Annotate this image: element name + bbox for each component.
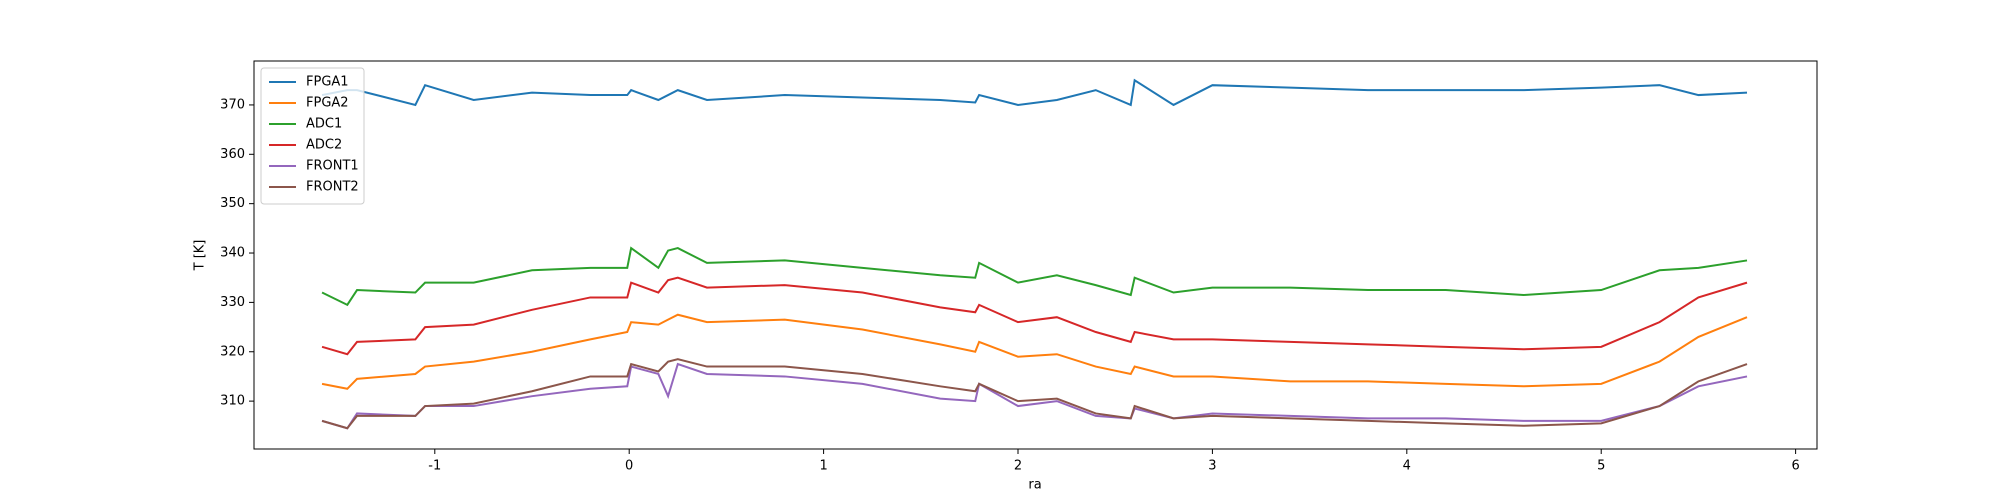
y-tick-label: 330	[220, 295, 245, 310]
x-tick-label: 0	[625, 459, 633, 474]
legend-label: FRONT1	[306, 159, 359, 174]
y-tick-label: 310	[220, 394, 245, 409]
legend-label: ADC1	[306, 117, 342, 132]
x-tick-label: 6	[1791, 459, 1799, 474]
series-line	[321, 78, 1748, 107]
series-line	[321, 276, 1748, 356]
x-tick-label: 1	[819, 459, 827, 474]
y-tick-label: 320	[220, 344, 245, 359]
x-axis-label: ra	[1028, 478, 1041, 493]
y-axis-label: T [K]	[193, 240, 208, 272]
legend-label: FPGA1	[306, 75, 349, 90]
plot-frame	[253, 60, 1818, 450]
x-tick-label: 2	[1014, 459, 1022, 474]
legend-label: FRONT2	[306, 180, 359, 195]
y-tick-label: 350	[220, 196, 245, 211]
series-line	[321, 362, 1748, 430]
series-line	[321, 358, 1748, 430]
x-tick-label: -1	[428, 459, 441, 474]
y-tick-label: 370	[220, 97, 245, 112]
x-tick-label: 5	[1597, 459, 1605, 474]
x-tick-label: 3	[1208, 459, 1216, 474]
legend-label: ADC2	[306, 138, 342, 153]
y-tick-label: 340	[220, 246, 245, 261]
y-tick-label: 360	[220, 147, 245, 162]
x-tick-label: 4	[1403, 459, 1411, 474]
series-line	[321, 246, 1748, 307]
series-line	[321, 313, 1748, 390]
legend-label: FPGA2	[306, 96, 349, 111]
